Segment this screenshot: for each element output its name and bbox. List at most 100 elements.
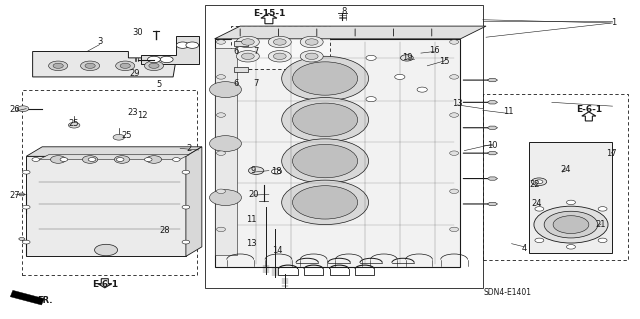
Circle shape [450,40,459,44]
Text: 3: 3 [97,38,102,47]
Polygon shape [39,155,189,160]
Circle shape [566,245,575,249]
Polygon shape [261,13,277,24]
Circle shape [22,240,30,244]
Polygon shape [33,51,176,77]
Circle shape [535,238,544,242]
Circle shape [60,158,68,161]
Circle shape [147,156,162,163]
Circle shape [535,207,544,211]
Bar [234,67,248,72]
Polygon shape [26,147,202,156]
Circle shape [216,113,225,117]
Ellipse shape [282,180,369,225]
Polygon shape [487,152,497,155]
Text: 12: 12 [137,111,148,120]
Polygon shape [487,78,497,82]
Circle shape [209,82,241,98]
Text: 30: 30 [132,28,143,37]
Circle shape [209,136,241,152]
Circle shape [271,169,282,174]
Polygon shape [487,202,497,206]
Circle shape [450,151,459,155]
Circle shape [300,36,323,48]
Circle shape [173,158,180,161]
Circle shape [149,63,159,68]
Circle shape [53,63,63,68]
Circle shape [450,75,459,79]
Circle shape [113,134,125,140]
Polygon shape [214,26,486,39]
Ellipse shape [292,103,358,137]
Text: 6: 6 [233,47,238,56]
Circle shape [148,56,161,63]
Circle shape [182,240,189,244]
Circle shape [241,53,254,59]
Circle shape [49,61,68,70]
Circle shape [216,189,225,194]
Bar [205,5,483,288]
Circle shape [88,158,96,161]
Ellipse shape [282,56,369,101]
Text: 26: 26 [10,105,20,114]
Text: 13: 13 [452,100,463,108]
Text: 22: 22 [529,181,540,189]
Ellipse shape [282,139,369,183]
Circle shape [161,56,173,63]
Circle shape [401,55,413,61]
Circle shape [305,53,318,59]
Text: 23: 23 [127,108,138,117]
Circle shape [116,61,135,70]
Text: 20: 20 [248,190,259,199]
Circle shape [236,50,259,62]
Text: 7: 7 [253,47,259,56]
Circle shape [273,39,286,45]
Polygon shape [19,238,25,240]
Text: SDN4-E1401: SDN4-E1401 [483,288,531,297]
Ellipse shape [292,186,358,219]
Text: 5: 5 [156,80,162,89]
Bar [483,94,628,260]
Circle shape [366,55,376,60]
Circle shape [544,211,598,238]
Ellipse shape [292,145,358,178]
Circle shape [116,158,124,161]
Circle shape [553,216,589,234]
Circle shape [85,63,95,68]
Text: 7: 7 [253,79,259,88]
Bar [234,41,248,46]
Text: 1: 1 [611,19,616,27]
Text: 6: 6 [233,79,238,88]
Circle shape [145,61,164,70]
Text: 4: 4 [522,244,527,253]
Polygon shape [214,39,461,268]
Circle shape [186,42,198,48]
Polygon shape [98,279,112,288]
Circle shape [531,178,547,186]
Polygon shape [214,48,237,255]
Text: 27: 27 [10,190,20,200]
Bar [529,142,612,253]
Circle shape [176,42,189,48]
Bar [230,26,330,69]
Circle shape [534,206,608,243]
Circle shape [300,50,323,62]
Circle shape [236,36,259,48]
Circle shape [68,122,80,128]
Text: 13: 13 [246,239,257,248]
Text: 29: 29 [129,69,140,78]
Circle shape [81,61,100,70]
Circle shape [450,227,459,232]
Polygon shape [487,101,497,104]
Circle shape [598,207,607,211]
Text: 11: 11 [503,108,514,116]
Text: 2: 2 [186,144,192,153]
Circle shape [248,167,264,174]
Text: 25: 25 [69,119,79,129]
Circle shape [395,74,405,79]
Text: 14: 14 [272,246,282,255]
Circle shape [535,180,543,184]
Text: 15: 15 [438,57,449,66]
Circle shape [216,75,225,79]
Circle shape [566,200,575,204]
